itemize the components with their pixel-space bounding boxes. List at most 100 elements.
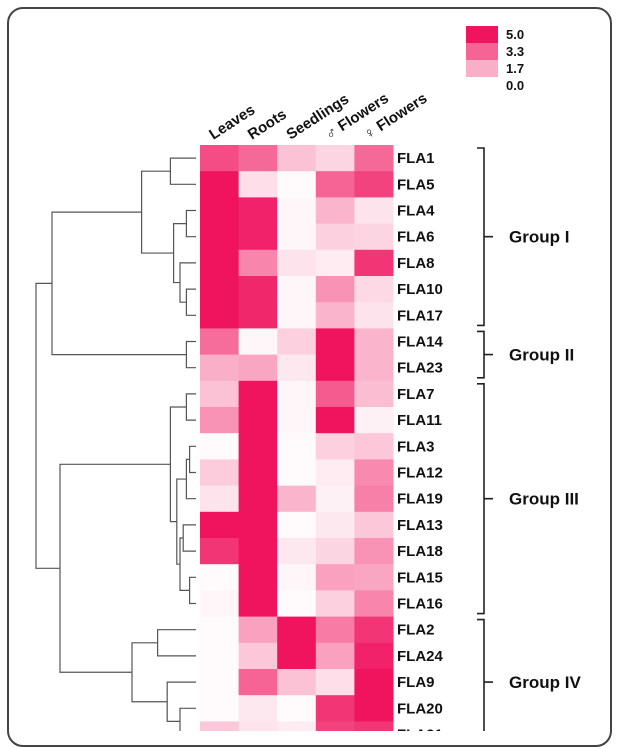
heatmap-cell [277, 380, 317, 408]
heatmap-cell [277, 721, 317, 731]
heatmap-cell [277, 171, 317, 198]
heatmap-cell [277, 616, 317, 644]
heatmap-cell [315, 145, 355, 172]
heatmap-cell [200, 721, 240, 731]
heatmap-cell [238, 197, 278, 225]
heatmap-cell [315, 564, 355, 591]
heatmap-cell [354, 354, 394, 382]
heatmap-cell [238, 564, 278, 591]
dendrogram-branch [157, 629, 196, 657]
heatmap-cell [354, 564, 394, 591]
heatmap-cell [238, 669, 278, 696]
heatmap-cell [238, 380, 278, 408]
heatmap-cell [200, 642, 240, 670]
heatmap-cell [200, 223, 240, 251]
heatmap-cell [200, 328, 240, 356]
group-bracket [477, 383, 493, 615]
heatmap-cell [354, 328, 394, 356]
dendrogram-branch [189, 445, 196, 474]
dendrogram-branch [59, 463, 171, 673]
heatmap-cell [200, 564, 240, 591]
heatmap-cell [277, 695, 317, 722]
heatmap-cell [277, 407, 317, 434]
dendrogram-branch [179, 537, 190, 591]
row-label: FLA19 [397, 491, 443, 508]
heatmap-cell [200, 616, 240, 644]
heatmap-cell [200, 538, 240, 565]
heatmap-cell [200, 276, 240, 303]
heatmap-cell [277, 223, 317, 251]
heatmap-cell [200, 354, 240, 382]
row-label: FLA24 [397, 648, 444, 665]
dendrogram-branch [185, 209, 196, 238]
heatmap-cell [315, 485, 355, 513]
row-label: FLA11 [397, 412, 442, 429]
heatmap-cell [238, 538, 278, 565]
dendrogram-branch [185, 288, 196, 316]
row-label: FLA13 [397, 517, 443, 534]
row-label: FLA5 [397, 176, 435, 193]
heatmap-cell [315, 538, 355, 565]
dendrogram-branch [185, 393, 196, 421]
heatmap-cell [315, 223, 355, 251]
heatmap-cell [354, 407, 394, 434]
heatmap-cell [354, 616, 394, 644]
heatmap-cell [354, 276, 394, 303]
dendrogram-branch [141, 170, 174, 254]
heatmap-cell [315, 328, 355, 356]
heatmap-cell [238, 171, 278, 198]
row-label: FLA12 [397, 465, 443, 482]
dendrogram-branch [131, 642, 168, 703]
group-label: Group II [509, 346, 574, 365]
row-label: FLA4 [397, 203, 435, 220]
dendrogram-branch [169, 406, 187, 523]
heatmap-cell [200, 511, 240, 539]
heatmap-cell [200, 407, 240, 434]
heatmap-cell [277, 197, 317, 225]
heatmap-cell [315, 354, 355, 382]
heatmap-cell [315, 380, 355, 408]
dendrogram-branch [166, 681, 196, 722]
dendrogram-branch [35, 282, 60, 569]
row-label: FLA16 [397, 596, 443, 613]
heatmap-cell [315, 407, 355, 434]
heatmap-cell [277, 511, 317, 539]
row-label: FLA23 [397, 360, 443, 377]
heatmap-cell [200, 485, 240, 513]
heatmap-cell [277, 642, 317, 670]
dendrogram-branch [169, 157, 196, 185]
heatmap-cell [354, 380, 394, 408]
group-bracket [477, 618, 493, 731]
heatmap-cell [354, 433, 394, 460]
heatmap-cell [354, 223, 394, 251]
row-label: FLA21 [397, 727, 443, 732]
legend-swatch [466, 26, 498, 44]
heatmap-cell [315, 302, 355, 329]
heatmap-cell [354, 249, 394, 277]
heatmap-cell [277, 354, 317, 382]
legend-swatch [466, 60, 498, 78]
heatmap-cell [238, 276, 278, 303]
heatmap-cell [238, 616, 278, 644]
legend-label: 3.3 [506, 44, 524, 59]
dendrogram-branch [182, 524, 196, 552]
heatmap-cell [238, 695, 278, 722]
legend-label: 1.7 [506, 61, 524, 76]
row-label: FLA3 [397, 438, 435, 455]
dendrogram-branch [185, 458, 196, 500]
dendrogram-branch [51, 211, 187, 356]
row-label: FLA1 [397, 150, 435, 167]
heatmap-cell [238, 223, 278, 251]
heatmap-cell [315, 276, 355, 303]
heatmap-cell [238, 407, 278, 434]
heatmap-cell [315, 616, 355, 644]
heatmap-cell [200, 459, 240, 487]
heatmap-cell [315, 642, 355, 670]
heatmap-cell [354, 695, 394, 722]
heatmap-cell [238, 145, 278, 172]
heatmap-cell [315, 459, 355, 487]
heatmap-cell [354, 302, 394, 329]
heatmap-cell [354, 511, 394, 539]
heatmap-cell [200, 171, 240, 198]
group-label: Group III [509, 490, 579, 509]
